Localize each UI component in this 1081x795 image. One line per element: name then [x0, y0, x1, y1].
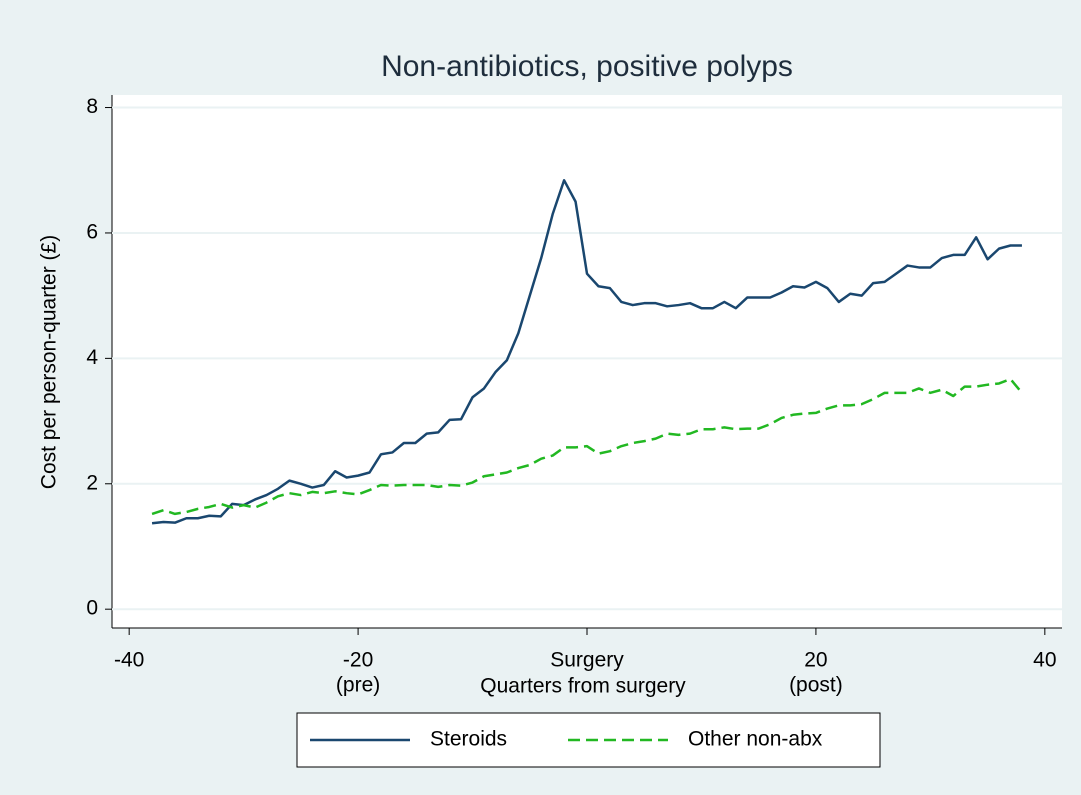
legend-label: Other non-abx: [688, 728, 823, 751]
x-axis-title: Quarters from surgery: [480, 675, 686, 698]
y-tick-label: 2: [86, 471, 98, 494]
x-tick-label: (post): [789, 674, 843, 697]
series-line: [151, 377, 1023, 516]
legend-label: Steroids: [430, 728, 507, 751]
x-tick-label: Surgery: [550, 649, 624, 672]
y-tick-label: 0: [86, 597, 98, 620]
chart-title: Non-antibiotics, positive polyps: [381, 50, 793, 83]
x-tick-label: 20: [804, 649, 827, 672]
series-line: [151, 179, 1022, 525]
x-tick-label: (pre): [336, 674, 380, 697]
y-tick-label: 4: [86, 346, 98, 369]
x-tick-label: -40: [114, 649, 144, 672]
y-tick-label: 6: [86, 220, 98, 243]
y-tick-label: 8: [86, 95, 98, 118]
plot-area: [112, 95, 1062, 628]
x-tick-label: 40: [1033, 649, 1056, 672]
x-tick-label: -20: [343, 649, 373, 672]
y-axis-title: Cost per person-quarter (£): [38, 235, 61, 489]
